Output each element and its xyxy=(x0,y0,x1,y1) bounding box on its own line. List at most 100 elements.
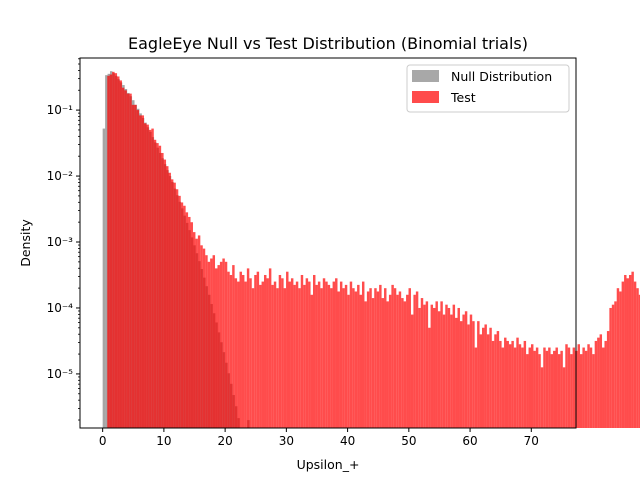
histogram-bar xyxy=(415,291,419,428)
x-tick-label: 50 xyxy=(401,434,416,448)
histogram-bar xyxy=(452,304,456,428)
histogram-bar xyxy=(545,350,549,428)
x-tick-label: 0 xyxy=(99,434,107,448)
histogram-bar xyxy=(273,281,277,428)
histogram-bar xyxy=(628,274,632,428)
histogram-bar xyxy=(339,281,343,428)
histogram-bar xyxy=(445,304,448,428)
histogram-bar xyxy=(124,90,127,428)
histogram-bar xyxy=(278,274,282,428)
histogram-bar xyxy=(188,216,191,428)
histogram-bar xyxy=(555,347,558,428)
histogram-bar xyxy=(200,245,203,428)
histogram-bar xyxy=(313,274,316,428)
histogram-bar xyxy=(173,182,176,428)
histogram-bar xyxy=(376,291,380,428)
x-tick-label: 20 xyxy=(217,434,232,448)
histogram-bar xyxy=(631,271,634,428)
histogram-bar xyxy=(474,347,478,428)
histogram-bar xyxy=(396,294,399,428)
histogram-bar xyxy=(447,307,451,428)
histogram-bar xyxy=(606,331,610,428)
histogram-bar xyxy=(156,143,159,428)
histogram-bar xyxy=(254,274,257,428)
histogram-bar xyxy=(134,104,137,428)
histogram-bar xyxy=(513,347,517,428)
histogram-bar xyxy=(256,271,260,428)
histogram-bar xyxy=(109,74,113,429)
histogram-bar xyxy=(325,281,328,428)
histogram-bar xyxy=(271,284,274,428)
histogram-bar xyxy=(107,75,110,428)
histogram-bar xyxy=(202,248,206,428)
histogram-bar xyxy=(276,288,279,428)
histogram-bar xyxy=(506,340,509,428)
histogram-bar xyxy=(582,347,585,428)
histogram-bar xyxy=(158,145,162,428)
histogram-bar xyxy=(602,347,605,428)
histogram-bar xyxy=(408,288,411,428)
histogram-bar xyxy=(599,334,603,428)
histogram-bar xyxy=(413,294,416,428)
histogram-bar xyxy=(259,284,262,428)
histogram-bar xyxy=(523,340,527,428)
histogram-bar xyxy=(604,340,607,428)
x-tick-label: 10 xyxy=(156,434,171,448)
histogram-bar xyxy=(398,291,402,428)
histogram-bar xyxy=(562,367,566,428)
histogram-bar xyxy=(486,334,490,428)
histogram-bar xyxy=(455,317,458,428)
histogram-bar xyxy=(614,301,617,428)
histogram-bar xyxy=(239,271,242,428)
histogram-bar xyxy=(479,334,483,428)
histogram-bar xyxy=(166,166,169,428)
histogram-bar xyxy=(217,265,220,428)
histogram-bar xyxy=(161,152,164,428)
histogram-bar xyxy=(195,238,198,428)
histogram-bar xyxy=(533,350,536,428)
histogram-bar xyxy=(435,301,438,428)
histogram-bar xyxy=(619,291,622,428)
histogram-bar xyxy=(592,354,595,428)
legend-label-test: Test xyxy=(450,90,476,105)
histogram-bar xyxy=(244,281,247,428)
legend-label-null: Null Distribution xyxy=(451,69,552,84)
histogram-bar xyxy=(170,179,174,428)
histogram-bar xyxy=(268,268,272,428)
histogram-bar xyxy=(249,278,252,428)
histogram-bar xyxy=(538,354,541,428)
histogram-bar xyxy=(359,294,362,428)
histogram-bar xyxy=(227,271,230,428)
histogram-bar xyxy=(553,350,556,428)
histogram-bar xyxy=(464,311,468,428)
histogram-bar xyxy=(425,301,429,428)
histogram-bar xyxy=(621,281,625,428)
histogram-bar xyxy=(518,344,522,428)
x-axis-label: Upsilon_+ xyxy=(297,457,360,472)
histogram-bar xyxy=(126,93,130,429)
histogram-bar xyxy=(322,278,326,428)
histogram-bar xyxy=(241,274,245,428)
histogram-bar xyxy=(354,291,358,428)
histogram-bar xyxy=(560,350,563,428)
histogram-bar xyxy=(521,347,524,428)
y-axis-label: Density xyxy=(18,219,33,267)
histogram-bar xyxy=(477,321,480,428)
histogram-bar xyxy=(288,281,291,428)
histogram-bar xyxy=(361,281,365,428)
histogram-bar xyxy=(472,321,475,428)
histogram-bar xyxy=(611,304,615,428)
histogram-bar xyxy=(303,284,306,428)
histogram-bar xyxy=(335,278,338,428)
histogram-bar xyxy=(579,354,583,428)
plot-area xyxy=(102,71,640,429)
x-tick-label: 60 xyxy=(462,434,477,448)
histogram-bar xyxy=(232,265,235,428)
histogram-bar xyxy=(308,281,311,428)
histogram-bar xyxy=(131,104,135,428)
histogram-bar xyxy=(572,347,576,428)
histogram-bar xyxy=(298,288,301,428)
histogram-bar xyxy=(428,327,431,428)
histogram-bar xyxy=(197,235,201,428)
histogram-bar xyxy=(633,281,637,428)
